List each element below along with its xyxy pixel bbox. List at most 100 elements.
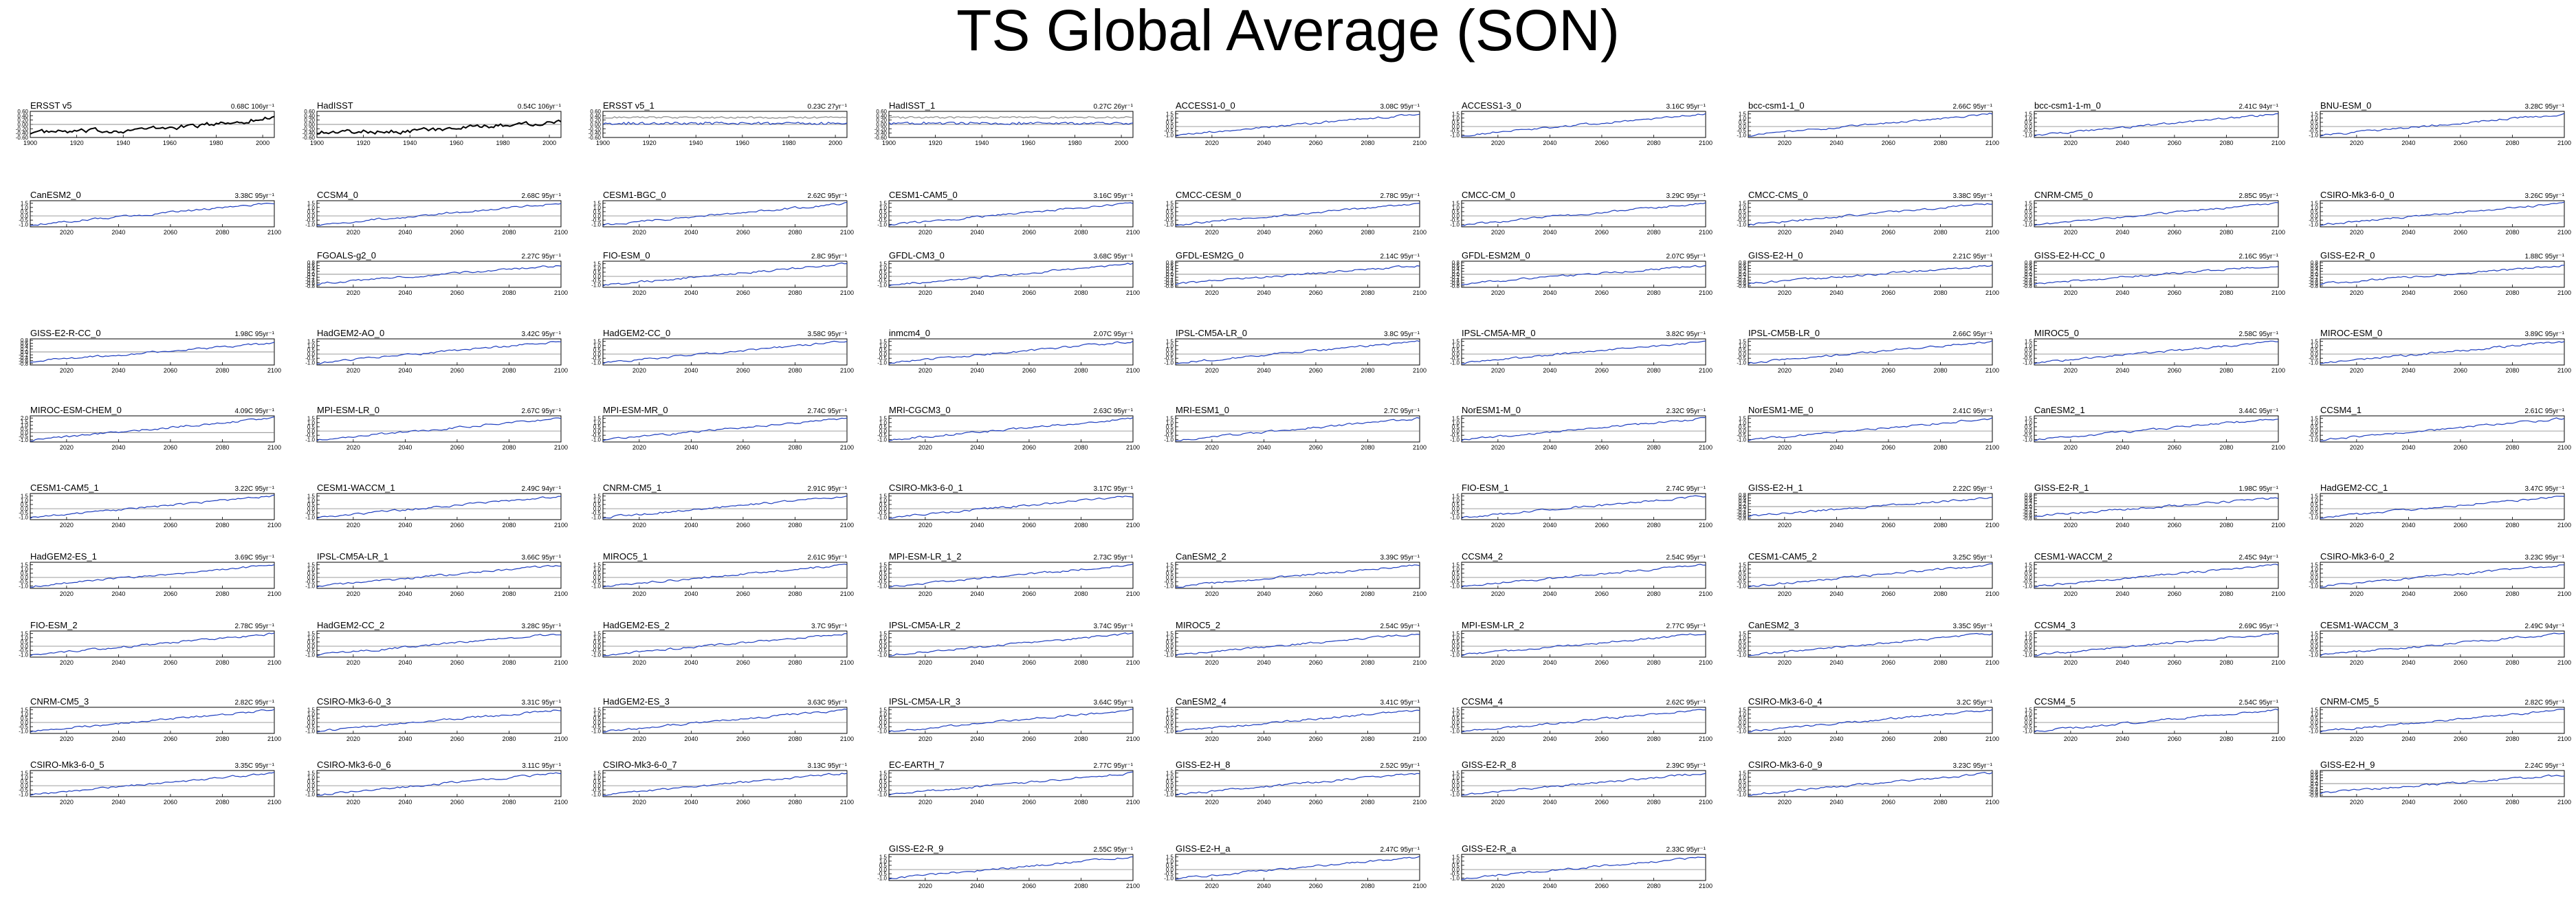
panel-title: CanESM2_4 (1176, 696, 1226, 707)
y-tick-label: 0.0 (1739, 428, 1747, 434)
y-tick-label: -0.8 (2309, 283, 2318, 289)
y-tick-label: 1.5 (1452, 111, 1460, 118)
y-tick-label: 1.0 (593, 265, 602, 272)
panel-trend-label: 2.7C 95yr⁻¹ (1384, 408, 1420, 415)
x-tick-label: 2100 (1985, 444, 1999, 451)
x-tick-label: 2060 (1595, 289, 1609, 296)
x-tick-label: 2020 (2350, 229, 2364, 236)
x-tick-label: 2060 (2168, 522, 2181, 529)
x-tick-label: 2040 (970, 590, 984, 597)
y-tick-label: -0.5 (2309, 647, 2318, 654)
x-tick-label: 2020 (1778, 229, 1792, 236)
y-tick-label: 0.5 (2311, 347, 2319, 353)
x-tick-label: 2100 (840, 735, 854, 742)
plot-panel: IPSL-CM5A-LR_0 3.8C 95yr⁻¹ 1.51.00.50.0-0.… (1164, 328, 1427, 374)
x-tick-label: 2020 (2350, 140, 2364, 146)
panel-frame (2034, 630, 2279, 658)
series-line (888, 856, 1134, 880)
x-tick-label: 2020 (60, 735, 74, 742)
x-tick-label: 2080 (215, 367, 229, 374)
y-tick-label: -0.5 (877, 217, 887, 223)
plot-panel: GFDL-CM3_0 3.68C 95yr⁻¹ 1.51.00.50.0-0.5-1… (877, 250, 1140, 296)
panel-title: CSIRO-Mk3-6-0_4 (1748, 696, 1823, 707)
x-tick-label: 2020 (2350, 590, 2364, 597)
x-tick-label: 2040 (2115, 140, 2129, 146)
plot-panel: MIROC5_2 2.54C 95yr⁻¹ 1.51.00.50.0-0.5-1.0… (1164, 620, 1427, 666)
y-tick-label: -0.6 (19, 358, 28, 364)
y-tick-label: -0.40 (16, 131, 29, 137)
series-line (1748, 340, 1993, 364)
x-tick-label: 2040 (1257, 444, 1270, 451)
panel-trend-label: 2.55C 95yr⁻¹ (1093, 846, 1133, 854)
y-tick-label: 1.5 (1739, 339, 1747, 345)
x-tick-label: 2100 (2271, 590, 2285, 597)
x-tick-label: 2040 (398, 735, 412, 742)
plot-panel: CMCC-CM_0 3.29C 95yr⁻¹ 1.51.00.50.0-0.5-1.… (1450, 190, 1713, 236)
x-tick-label: 1920 (643, 140, 657, 146)
panel-trend-label: 3.38C 95yr⁻¹ (1952, 192, 1992, 200)
x-tick-label: 2080 (788, 444, 802, 451)
y-tick-label: 0.5 (593, 639, 602, 645)
x-tick-label: 2080 (215, 735, 229, 742)
x-tick-label: 2040 (1257, 883, 1270, 889)
x-tick-label: 2040 (111, 522, 125, 529)
y-tick-label: 0.40 (590, 113, 601, 119)
series-line (316, 265, 562, 285)
y-tick-label: -0.2 (1737, 507, 1746, 513)
panel-trend-label: 3.38C 95yr⁻¹ (234, 192, 274, 200)
x-tick-label: 2060 (164, 522, 177, 529)
y-tick-label: 1.0 (1166, 775, 1174, 781)
y-tick-label: -0.40 (588, 131, 602, 137)
plot-panel: HadISST 0.54C 106yr⁻¹ 0.600.400.200.00-0.2… (302, 100, 562, 146)
x-tick-label: 2100 (554, 659, 568, 666)
panel-title: CanESM2_1 (2034, 405, 2085, 415)
x-tick-label: 2080 (502, 799, 516, 806)
x-tick-label: 2100 (1126, 590, 1140, 597)
y-tick-label: -0.5 (1737, 217, 1746, 223)
y-tick-label: -0.5 (591, 278, 601, 284)
series-line (1175, 564, 1420, 588)
panel-title: GISS-E2-R_9 (889, 843, 943, 854)
panel-frame (1461, 338, 1706, 366)
y-tick-label: 0.0 (1739, 504, 1747, 510)
y-tick-label: -0.2 (19, 352, 28, 358)
x-tick-label: 2100 (1126, 735, 1140, 742)
series-line (1461, 564, 1706, 588)
plot-panel: CMCC-CESM_0 2.78C 95yr⁻¹ 1.51.00.50.0-0.5-… (1164, 190, 1427, 236)
plot-panel: GISS-E2-R_0 1.88C 95yr⁻¹0.80.60.40.20.0-0… (2309, 250, 2571, 296)
y-tick-label: 0.0 (1739, 643, 1747, 650)
y-tick-label: 1.5 (879, 339, 888, 345)
x-tick-label: 2020 (1205, 659, 1219, 666)
x-tick-label: 2080 (1074, 735, 1088, 742)
series-line (602, 564, 848, 588)
x-tick-label: 2080 (1647, 229, 1660, 236)
plot-panel: CSIRO-Mk3-6-0_5 3.35C 95yr⁻¹1.51.00.50.0-… (19, 760, 281, 806)
y-tick-label: -1.0 (2023, 652, 2032, 658)
x-tick-label: 2060 (1309, 367, 1323, 374)
y-tick-label: 1.0 (21, 566, 29, 573)
y-tick-label: 0.6 (1739, 495, 1747, 501)
y-tick-label: 0.0 (593, 274, 602, 280)
y-tick-label: 1.0 (1452, 859, 1460, 865)
x-tick-label: 2080 (502, 735, 516, 742)
y-tick-label: -1.0 (305, 791, 315, 797)
panel-trend-label: 2.78C 95yr⁻¹ (234, 623, 274, 630)
panel-trend-label: 3.23C 95yr⁻¹ (2524, 554, 2564, 562)
series-line (2320, 341, 2565, 364)
y-tick-label: -0.5 (2023, 217, 2032, 223)
y-tick-label: -1.0 (877, 652, 887, 658)
x-tick-label: 2080 (1933, 735, 1947, 742)
y-tick-label: 1.0 (1452, 343, 1460, 349)
x-tick-label: 2060 (2168, 590, 2181, 597)
panel-trend-label: 2.58C 95yr⁻¹ (2238, 331, 2278, 338)
panel-title: inmcm4_0 (889, 328, 930, 338)
y-tick-label: 0.0 (2025, 213, 2033, 219)
y-tick-label: 0.60 (304, 109, 315, 115)
y-tick-label: 0.40 (876, 113, 887, 119)
y-tick-label: -0.2 (1450, 274, 1460, 280)
x-tick-label: 2100 (2271, 229, 2285, 236)
series-line (1461, 709, 1706, 733)
x-tick-label: 1960 (1022, 140, 1035, 146)
y-tick-label: 0.2 (2311, 269, 2319, 275)
x-tick-label: 2060 (1022, 735, 1036, 742)
